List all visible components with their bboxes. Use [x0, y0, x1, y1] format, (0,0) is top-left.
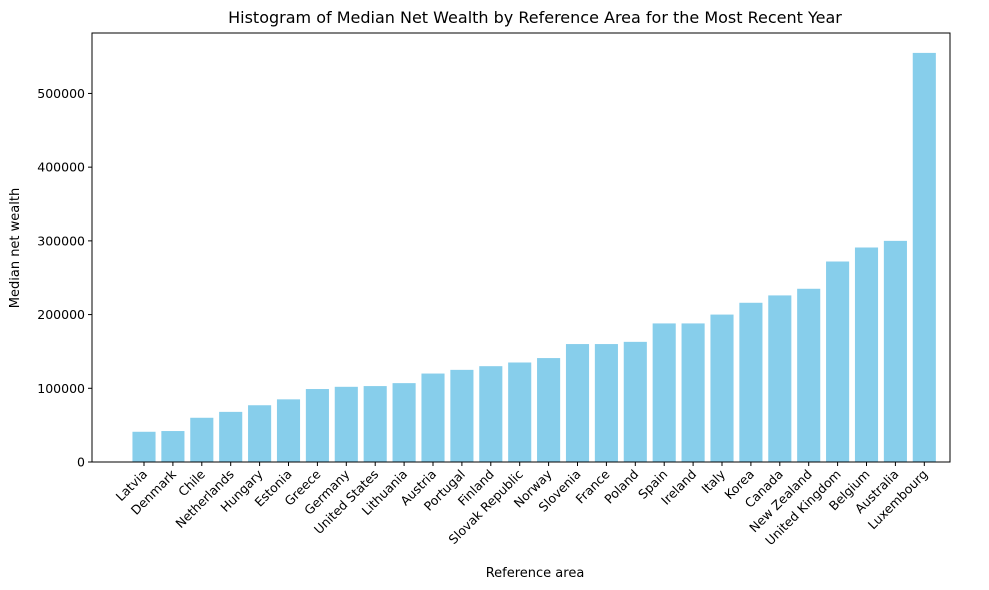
bar-new-zealand	[797, 288, 821, 462]
y-axis-label: Median net wealth	[8, 188, 23, 308]
chart-title: Histogram of Median Net Wealth by Refere…	[228, 8, 842, 27]
bar-spain	[652, 323, 676, 462]
bar-slovak-republic	[508, 362, 532, 462]
bar-belgium	[854, 247, 879, 462]
y-tick-label: 100000	[37, 381, 85, 396]
bar-hungary	[248, 405, 272, 462]
bar-greece	[305, 389, 329, 462]
bar-norway	[537, 358, 561, 462]
x-axis: LatviaDenmarkChileNetherlandsHungaryEsto…	[113, 462, 930, 548]
bar-poland	[623, 341, 647, 462]
bar-germany	[334, 386, 358, 462]
bars-group	[132, 52, 936, 463]
bar-united-kingdom	[826, 261, 850, 462]
bar-ireland	[681, 323, 705, 462]
bar-latvia	[132, 431, 156, 462]
bar-austria	[421, 373, 445, 462]
bar-slovenia	[565, 344, 590, 462]
bar-france	[594, 344, 618, 462]
bar-netherlands	[219, 411, 243, 462]
bar-luxembourg	[912, 52, 936, 463]
y-tick-label: 0	[77, 455, 85, 470]
plot-frame	[91, 32, 951, 463]
bar-finland	[479, 366, 503, 462]
y-axis: 0 100000 200000 300000 400000 500000	[37, 86, 92, 470]
bar-denmark	[161, 431, 185, 462]
bar-lithuania	[392, 383, 416, 462]
bar-portugal	[450, 369, 474, 462]
y-tick-label: 300000	[37, 233, 85, 248]
bar-italy	[710, 314, 734, 462]
y-tick-label: 200000	[37, 307, 85, 322]
bar-australia	[883, 240, 907, 462]
bar-united-states	[363, 386, 387, 462]
y-tick-label: 400000	[37, 160, 85, 175]
y-tick-label: 500000	[37, 86, 85, 101]
bar-canada	[768, 295, 792, 462]
x-axis-label: Reference area	[486, 566, 585, 581]
bar-estonia	[276, 399, 301, 462]
bar-chile	[190, 417, 214, 462]
bar-korea	[739, 302, 763, 462]
